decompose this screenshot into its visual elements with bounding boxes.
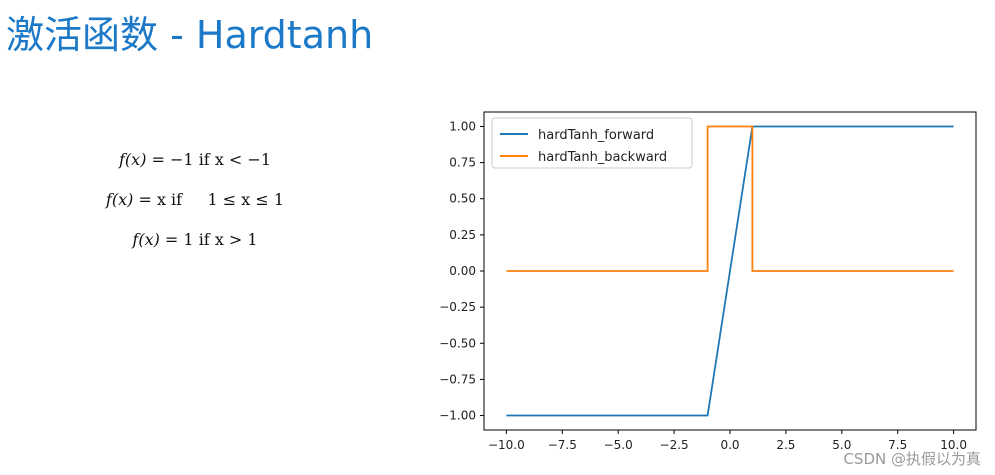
formula-line: f(x) = x if 1 ≤ x ≤ 1 — [60, 180, 330, 220]
series-line-hardtanh-backward — [506, 125, 954, 272]
y-tick-label: −0.50 — [439, 336, 476, 350]
chart-svg: 1.00 0.75 0.50 0.25 0.00 −0.25 −0.50 −0.75 −1.00… — [439, 111, 977, 452]
x-tick-label: −2.5 — [660, 438, 689, 452]
y-tick-label: 0.25 — [449, 228, 476, 242]
hardtanh-chart: 1.00 0.75 0.50 0.25 0.00 −0.25 −0.50 −0.75 −1.00… — [410, 100, 990, 470]
watermark: CSDN @执假以为真 — [843, 450, 981, 468]
formula-lhs: f(x) — [132, 230, 160, 249]
x-tick-label: −10.0 — [488, 438, 525, 452]
x-tick-label: 2.5 — [776, 438, 795, 452]
x-tick-label: −5.0 — [604, 438, 633, 452]
formula-lhs: f(x) — [119, 150, 147, 169]
y-tick-label: 0.75 — [449, 156, 476, 170]
y-tick-label: 0.50 — [449, 192, 476, 206]
x-tick-label: 5.0 — [832, 438, 851, 452]
formula-rhs: = −1 if x < −1 — [146, 150, 271, 169]
formula-line: f(x) = 1 if x > 1 — [60, 220, 330, 260]
x-tick-label: −7.5 — [548, 438, 577, 452]
y-tick-label: 1.00 — [449, 119, 476, 133]
formula-lhs: f(x) — [105, 190, 134, 209]
x-tick-label: 7.5 — [888, 438, 907, 452]
y-tick-label: −0.25 — [439, 300, 476, 314]
y-tick-label: −1.00 — [439, 409, 476, 423]
formula-rhs: = x if 1 ≤ x ≤ 1 — [133, 190, 285, 209]
legend-box — [491, 117, 693, 169]
slide-title: 激活函数 - Hardtanh — [6, 13, 374, 57]
formula-block: f(x) = −1 if x < −1 f(x) = x if 1 ≤ x ≤ … — [60, 140, 330, 260]
legend-label: hardTanh_backward — [538, 150, 667, 165]
series-line-hardtanh-forward — [506, 125, 954, 417]
x-tick-label: 0.0 — [720, 438, 739, 452]
x-tick-label: 10.0 — [940, 438, 967, 452]
formula-rhs: = 1 if x > 1 — [159, 230, 258, 249]
y-tick-label: 0.00 — [449, 264, 476, 278]
y-tick-label: −0.75 — [439, 372, 476, 386]
formula-line: f(x) = −1 if x < −1 — [60, 140, 330, 180]
legend-label: hardTanh_forward — [538, 128, 654, 143]
